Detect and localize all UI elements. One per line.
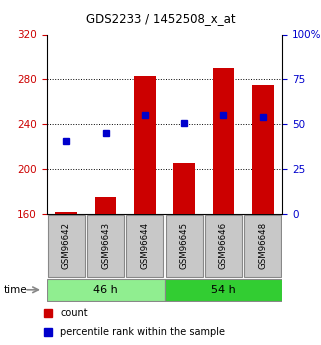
Text: GSM96643: GSM96643 bbox=[101, 222, 110, 269]
Bar bbox=[95, 197, 116, 214]
Text: 54 h: 54 h bbox=[211, 285, 236, 295]
Bar bbox=[164, 279, 282, 300]
Text: GSM96644: GSM96644 bbox=[140, 222, 149, 269]
Bar bbox=[126, 215, 163, 277]
Bar bbox=[47, 279, 165, 300]
Text: GSM96645: GSM96645 bbox=[180, 222, 189, 269]
Bar bbox=[252, 85, 273, 214]
Bar bbox=[173, 164, 195, 214]
Bar bbox=[48, 215, 85, 277]
Bar bbox=[213, 68, 234, 214]
Text: GSM96642: GSM96642 bbox=[62, 222, 71, 269]
Text: count: count bbox=[60, 308, 88, 318]
Text: 46 h: 46 h bbox=[93, 285, 118, 295]
Bar bbox=[87, 215, 124, 277]
Text: GDS2233 / 1452508_x_at: GDS2233 / 1452508_x_at bbox=[86, 12, 235, 25]
Bar bbox=[166, 215, 203, 277]
Text: GSM96648: GSM96648 bbox=[258, 222, 267, 269]
Bar bbox=[56, 211, 77, 214]
Bar bbox=[205, 215, 242, 277]
Text: percentile rank within the sample: percentile rank within the sample bbox=[60, 327, 225, 337]
Bar bbox=[134, 76, 156, 214]
Bar bbox=[244, 215, 281, 277]
Text: time: time bbox=[4, 286, 28, 295]
Text: GSM96646: GSM96646 bbox=[219, 222, 228, 269]
